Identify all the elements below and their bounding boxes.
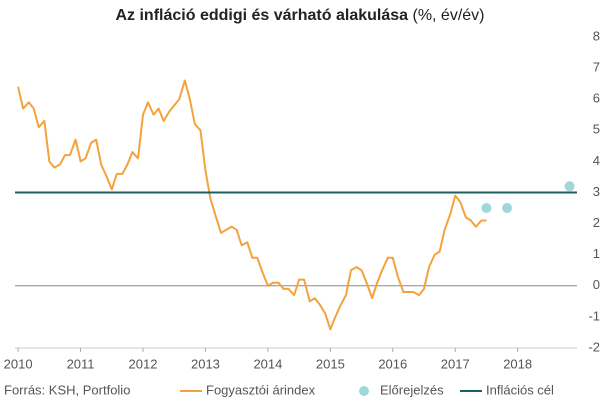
legend-label: Előrejelzés — [380, 382, 444, 397]
x-tick-label: 2011 — [67, 356, 95, 371]
y-tick-label: 2 — [593, 215, 600, 230]
forecast-dot — [481, 203, 492, 214]
x-tick-label: 2013 — [191, 356, 220, 371]
y-tick-label: 8 — [593, 28, 600, 43]
y-tick-label: -2 — [588, 339, 600, 354]
chart-title: Az infláció eddigi és várható alakulása … — [115, 7, 484, 24]
y-tick-label: 0 — [593, 277, 600, 292]
x-tick-label: 2014 — [253, 356, 282, 371]
x-tick-label: 2017 — [441, 356, 470, 371]
legend-label: Inflációs cél — [486, 382, 554, 397]
y-tick-label: 6 — [593, 91, 600, 106]
x-tick-label: 2015 — [316, 356, 345, 371]
y-tick-label: 5 — [593, 122, 600, 137]
cpi-line — [17, 79, 487, 331]
title-main: Az infláció eddigi és várható alakulása — [115, 7, 408, 24]
y-tick-label: 4 — [593, 153, 600, 168]
x-tick-label: 2018 — [503, 356, 532, 371]
legend-symbol — [359, 386, 369, 396]
title-unit: (%, év/év) — [412, 7, 484, 24]
forecast-dot — [564, 181, 575, 192]
y-tick-label: 1 — [593, 246, 600, 261]
forecast-dot — [502, 203, 513, 214]
source-note: Forrás: KSH, Portfolio — [4, 382, 130, 397]
y-tick-label: 7 — [593, 60, 600, 75]
y-tick-label: -1 — [588, 308, 600, 323]
y-tick-label: 3 — [593, 184, 600, 199]
x-tick-label: 2016 — [378, 356, 407, 371]
x-tick-label: 2010 — [4, 356, 33, 371]
x-tick-label: 2012 — [129, 356, 158, 371]
legend-label: Fogyasztói árindex — [206, 382, 316, 397]
